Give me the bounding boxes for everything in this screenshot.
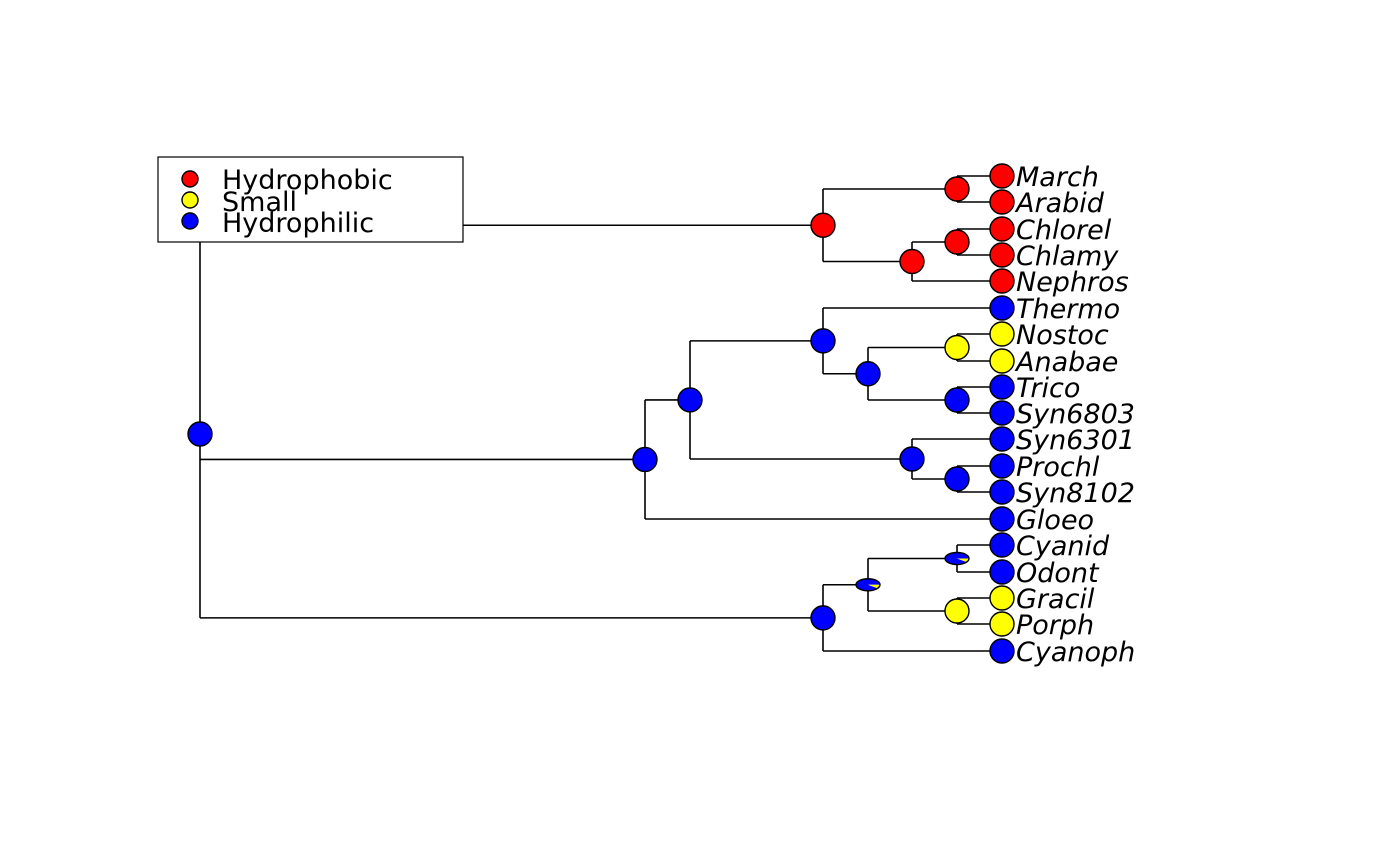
tip-marker-syn8102 (989, 479, 1015, 505)
tip-label-thermo: Thermo (1016, 294, 1120, 325)
tip-marker-gloeo (989, 506, 1015, 532)
legend-label-hydrophilic: Hydrophilic (222, 208, 374, 239)
tip-label-cyanoph: Cyanoph (1016, 637, 1135, 668)
node-marker-marchArabid-disc (944, 176, 970, 202)
node-marker-cyanoCore (632, 446, 658, 473)
node-marker-prochlSyn (944, 466, 970, 492)
node-marker-gracilPorph-disc (944, 598, 970, 624)
tree-branches (199, 175, 1002, 652)
legend-label-hydrophobic: Hydrophobic (222, 165, 393, 196)
tip-label-march: March (1016, 162, 1099, 193)
node-marker-thermoGroup (810, 328, 836, 354)
tip-marker-chlorel (989, 216, 1015, 242)
node-marker-redGroup-disc (810, 605, 836, 631)
tip-label-trico: Trico (1016, 373, 1080, 404)
tip-label-cyanid: Cyanid (1016, 531, 1110, 562)
tip-label-arabid: Arabid (1014, 188, 1105, 219)
tip-label-chlorel: Chlorel (1016, 215, 1112, 246)
node-marker-plants-disc (810, 212, 836, 238)
node-marker-root (187, 421, 213, 447)
tip-label-gloeo: Gloeo (1016, 505, 1094, 536)
node-marker-chlorelChlamy-disc (944, 229, 970, 255)
node-marker-cyanoA (677, 387, 703, 413)
tip-marker-anabae (989, 348, 1015, 374)
tip-label-porph: Porph (1016, 610, 1094, 641)
node-marker-tricoSyn-disc (944, 387, 970, 413)
node-marker-synGroup-disc (899, 446, 925, 472)
tip-marker-chlamy (989, 242, 1015, 268)
legend-swatch-hydrophobic (181, 170, 199, 188)
tip-marker-syn6803 (989, 400, 1015, 426)
node-marker-root-disc (187, 421, 213, 447)
tip-marker-cyanid (989, 532, 1015, 558)
node-marker-redGroup (810, 605, 836, 631)
tip-marker-nephros (989, 268, 1015, 294)
tip-marker-gracil (989, 585, 1015, 611)
tip-marker-cyanoph (989, 638, 1015, 664)
node-marker-redAlgae (855, 578, 881, 592)
node-marker-chloroGroup-disc (899, 248, 925, 275)
node-marker-nostocTrico-disc (855, 361, 881, 387)
node-marker-thermoGroup-disc (810, 328, 836, 354)
tip-label-chlamy: Chlamy (1016, 241, 1119, 272)
legend-label-small: Small (222, 187, 297, 218)
tip-marker-porph (989, 611, 1015, 637)
node-marker-redAlgae-slice-small (868, 584, 880, 589)
ancestral-state-markers (187, 176, 970, 631)
node-marker-chlorelChlamy (944, 229, 970, 255)
node-marker-chloroGroup (899, 248, 925, 275)
tip-label-nostoc: Nostoc (1016, 320, 1109, 351)
tip-state-markers (989, 163, 1015, 664)
node-marker-redAlgae-outline (855, 578, 881, 592)
tip-marker-arabid (989, 189, 1015, 215)
node-marker-cyanidOdont-outline (944, 551, 970, 566)
tip-label-syn6803: Syn6803 (1016, 399, 1135, 430)
node-marker-nostocAnabae-disc (944, 334, 970, 361)
node-marker-cyanoA-disc (677, 387, 703, 413)
tip-marker-march (989, 163, 1015, 189)
tip-label-syn6301: Syn6301 (1016, 425, 1135, 456)
legend-swatch-small (181, 191, 199, 209)
tip-label-syn8102: Syn8102 (1016, 478, 1135, 509)
node-marker-gracilPorph (944, 598, 970, 624)
tip-label-anabae: Anabae (1014, 347, 1118, 378)
node-marker-cyanidOdont (944, 551, 970, 566)
tip-label-odont: Odont (1016, 558, 1100, 589)
node-marker-plants (810, 212, 836, 238)
tip-marker-thermo (989, 295, 1015, 321)
legend-swatch-hydrophilic (181, 212, 199, 230)
tip-labels: MarchArabidChlorelChlamyNephrosThermoNos… (1014, 162, 1135, 668)
node-marker-tricoSyn (944, 387, 970, 413)
tip-label-prochl: Prochl (1016, 452, 1100, 483)
node-marker-nostocAnabae (944, 334, 970, 361)
legend: Hydrophobic Small Hydrophilic (157, 156, 464, 243)
tip-label-gracil: Gracil (1016, 584, 1095, 615)
tip-marker-odont (989, 559, 1015, 585)
node-marker-cyanoCore-disc (632, 446, 658, 473)
legend-box (157, 156, 464, 243)
tip-label-nephros: Nephros (1016, 267, 1129, 298)
node-marker-synGroup (899, 446, 925, 472)
tip-marker-syn6301 (989, 426, 1015, 452)
tip-marker-trico (989, 374, 1015, 400)
tip-marker-prochl (989, 453, 1015, 479)
tip-marker-nostoc (989, 321, 1015, 347)
node-marker-prochlSyn-disc (944, 466, 970, 492)
node-marker-nostocTrico (855, 361, 881, 387)
node-marker-marchArabid (944, 176, 970, 202)
node-marker-cyanidOdont-slice-small (957, 558, 969, 563)
